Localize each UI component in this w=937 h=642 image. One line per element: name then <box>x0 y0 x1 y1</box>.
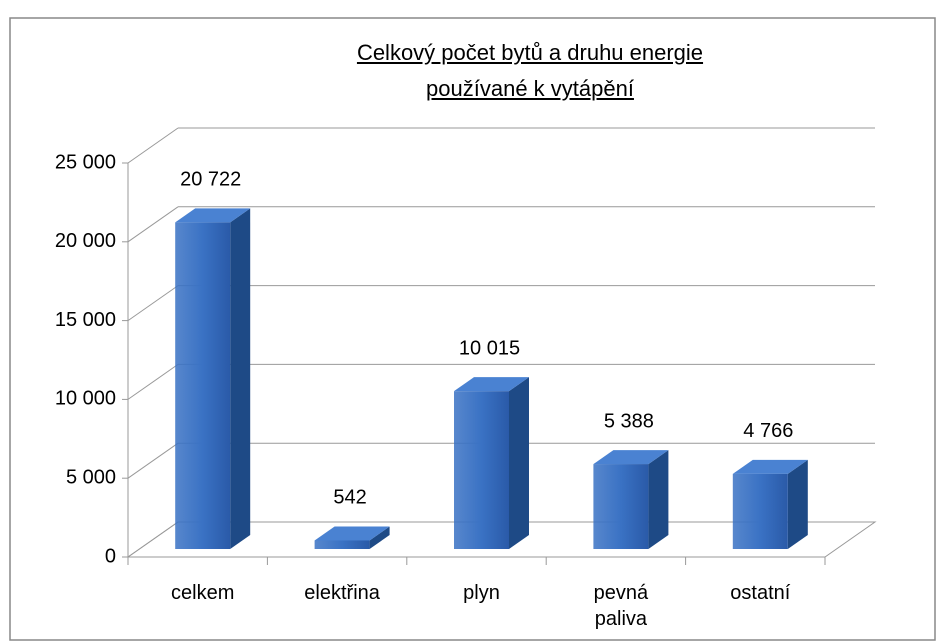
bar-top <box>732 459 808 474</box>
grid-line <box>127 363 179 400</box>
x-tick-label: pevná paliva <box>593 582 649 630</box>
y-tick-label: 20 000 <box>55 230 116 252</box>
bar-top <box>454 377 529 392</box>
data-label: 4 766 <box>743 420 793 442</box>
bar <box>732 473 788 549</box>
grid-line <box>127 285 179 322</box>
x-tick-label: elektřina <box>304 582 380 604</box>
x-tick-label: celkem <box>171 582 235 604</box>
bar-side <box>230 208 251 550</box>
y-tick-label: 10 000 <box>55 388 116 410</box>
data-label: 20 722 <box>180 169 241 191</box>
bar-side <box>787 459 808 549</box>
chart-title: Celkový počet bytů a druhu energie <box>356 40 704 65</box>
bar-top <box>175 208 251 223</box>
y-tick-label: 25 000 <box>55 151 116 173</box>
x-tick-label: ostatní <box>730 582 791 604</box>
x-tick-label: plyn <box>463 582 500 604</box>
bar <box>175 222 231 550</box>
data-label: 10 015 <box>459 337 520 359</box>
bar-top <box>314 526 390 541</box>
grid-line <box>127 127 179 164</box>
bar <box>454 391 509 549</box>
bar-side <box>369 526 390 549</box>
grid-line <box>127 206 179 243</box>
bar-side <box>509 377 529 549</box>
bar <box>593 464 649 549</box>
data-label: 542 <box>333 487 366 509</box>
grid-line <box>127 521 179 558</box>
y-tick-label: 15 000 <box>55 309 116 331</box>
bar-side <box>648 450 669 549</box>
data-label: 5 388 <box>604 410 654 432</box>
y-tick-label: 0 <box>105 545 116 567</box>
y-tick-label: 5 000 <box>66 466 116 488</box>
bar <box>314 540 370 549</box>
chart-title: používané k vytápění <box>426 76 634 101</box>
grid-line <box>127 442 179 479</box>
bar-top <box>593 450 669 465</box>
